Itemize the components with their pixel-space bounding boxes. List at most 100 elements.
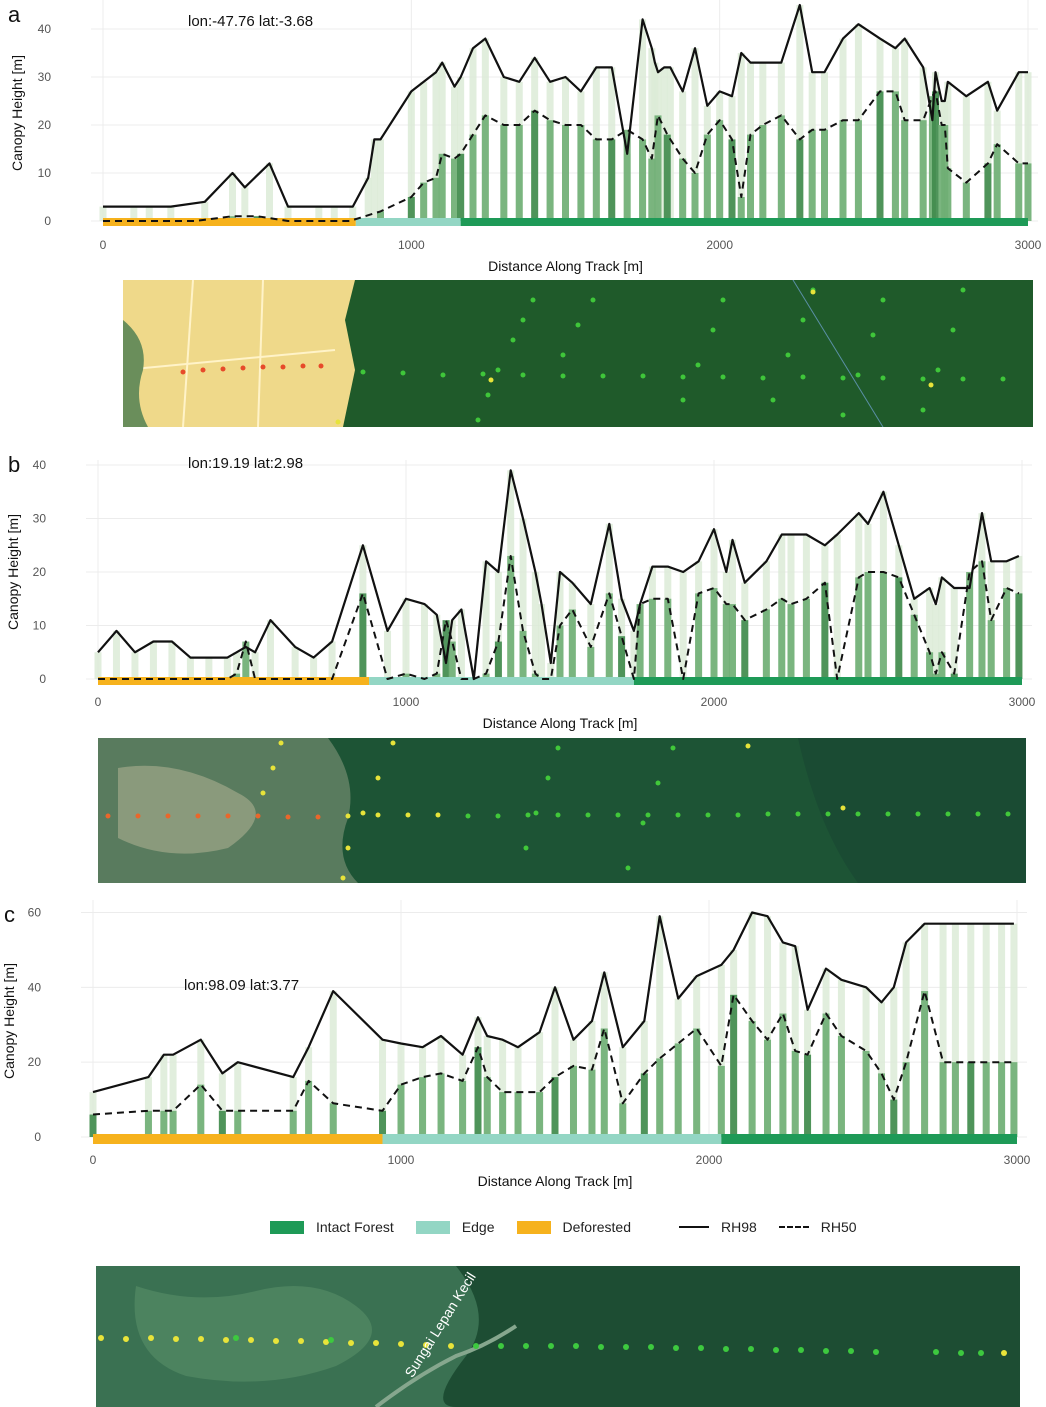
rh98-bar [482,561,490,679]
chart-c: 0 20 40 60 0 1000 2000 3000 Canopy Height [m] Dis… [1,900,1031,1189]
rh50-bar [762,609,770,679]
rh98-bar [531,572,539,679]
class-strip-intact-forest [633,677,1022,685]
rh50-bar [938,652,946,679]
x-axis-title: Distance Along Track [m] [488,258,643,274]
rh50-bar [998,1062,1006,1137]
rh50-bar [144,1110,152,1137]
rh98-bar [656,916,664,1137]
rh50-bar [737,197,745,221]
rh50-bar [437,1073,445,1137]
rh50-bar [600,1028,608,1137]
rh98-bar [144,1077,152,1137]
rh98-bar [679,572,687,679]
rh98-bar [160,1054,168,1137]
x-tick-label: 1000 [398,238,425,252]
rh50-bar [695,593,703,679]
rh98-bar [234,1062,242,1137]
rh98-bar [547,662,555,679]
rh98-bar [328,641,336,679]
y-tick-label: 30 [38,70,52,84]
rh98-bar [932,604,940,679]
rh98-bar [402,598,410,679]
rh50-bar [919,120,927,221]
rh50-bar [728,604,736,679]
rh98-bar [377,139,384,221]
rh50-bar [500,125,508,221]
rh50-bar [759,125,767,221]
legend-swatch-intact [270,1220,304,1234]
rh50-bar [160,1110,168,1137]
rh50-bar [483,1077,491,1137]
legend-edge: Edge [415,1219,495,1235]
rh50-bar [741,620,749,679]
rh98-bar [791,946,799,1137]
rh50-bar [469,134,477,221]
rh50-bar [864,572,872,679]
y-tick-label: 10 [33,619,47,633]
panel-letter-a: a [8,2,21,27]
rh98-bar [939,923,947,1137]
rh98-bar [457,609,465,679]
rh98-bar [266,163,273,221]
rh50-bar [1015,593,1023,679]
rh98-bar [349,206,357,221]
rh50-bar [568,609,576,679]
rh98-bar [519,518,527,679]
rh98-bar [432,72,440,221]
rh50-bar [748,1021,756,1137]
rh50-bar [519,630,527,679]
chart-b: 0 10 20 30 40 0 1000 2000 3000 Canopy Height [m] D… [5,458,1036,731]
rh50-bar [407,197,415,221]
rh98-bar [201,201,209,221]
y-tick-label: 0 [34,1130,41,1144]
rh98-bar [223,657,231,679]
legend-rh98: RH98 [679,1219,757,1235]
legend-label-rh50: RH50 [820,1219,857,1235]
rh98-bar [926,588,934,679]
rh50-bar [901,120,909,221]
class-strip-deforested [93,1134,383,1144]
rh98-bar [370,139,378,221]
rh98-bar [284,206,292,221]
coord-label-c: lon:98.09 lat:3.77 [184,977,300,994]
rh98-bar [833,534,841,679]
rh50-bar [679,158,687,221]
rh98-bar [218,1073,226,1137]
legend-label-intact: Intact Forest [316,1219,394,1235]
rh98-bar [315,206,323,221]
rh50-bar [710,588,718,679]
rh50-bar [839,120,847,221]
rh50-bar [636,604,644,679]
rh50-line [103,90,1028,222]
rh50-bar [932,91,939,222]
class-strip-edge [382,1134,722,1144]
legend-line-rh50 [778,1226,809,1228]
class-strip-intact-forest [721,1134,1017,1144]
class-strip-deforested [103,218,356,226]
rh50-bar [791,1050,799,1137]
rh98-bar [902,942,910,1137]
rh50-bar [494,641,502,679]
rh98-bar [691,48,699,222]
y-tick-label: 20 [28,1055,42,1069]
rh50-line [98,555,1020,680]
rh50-bar [703,134,711,221]
x-tick-label: 3000 [1004,1153,1031,1167]
y-tick-label: 60 [28,905,42,919]
rh50-bar [623,129,631,221]
rh98-bar [229,173,236,221]
y-axis-title: Canopy Height [m] [9,55,25,171]
rh50-bar [648,598,656,679]
rh98-bar [951,923,959,1137]
rh50-bar [787,604,795,679]
rh50-bar [648,158,656,221]
rh50-bar [1003,588,1011,679]
rh50-bar [950,673,958,679]
rh98-bar [310,657,318,679]
rh50-bar [169,1110,177,1137]
rh50-bar [921,991,929,1137]
rh50-bar [876,91,884,222]
rh50-bar [640,1073,648,1137]
rh98-bar [551,987,559,1137]
